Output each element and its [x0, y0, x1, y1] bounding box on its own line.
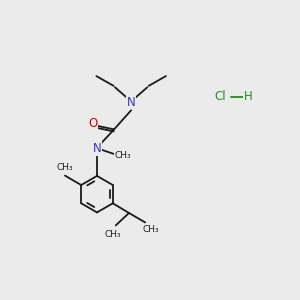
Text: Cl: Cl	[214, 91, 226, 103]
Text: N: N	[93, 142, 101, 155]
Text: CH₃: CH₃	[114, 151, 131, 160]
Text: CH₃: CH₃	[56, 163, 73, 172]
Text: O: O	[88, 117, 97, 130]
Text: H: H	[243, 91, 252, 103]
Text: CH₃: CH₃	[104, 230, 121, 239]
Text: N: N	[127, 95, 136, 109]
Text: CH₃: CH₃	[142, 225, 159, 234]
